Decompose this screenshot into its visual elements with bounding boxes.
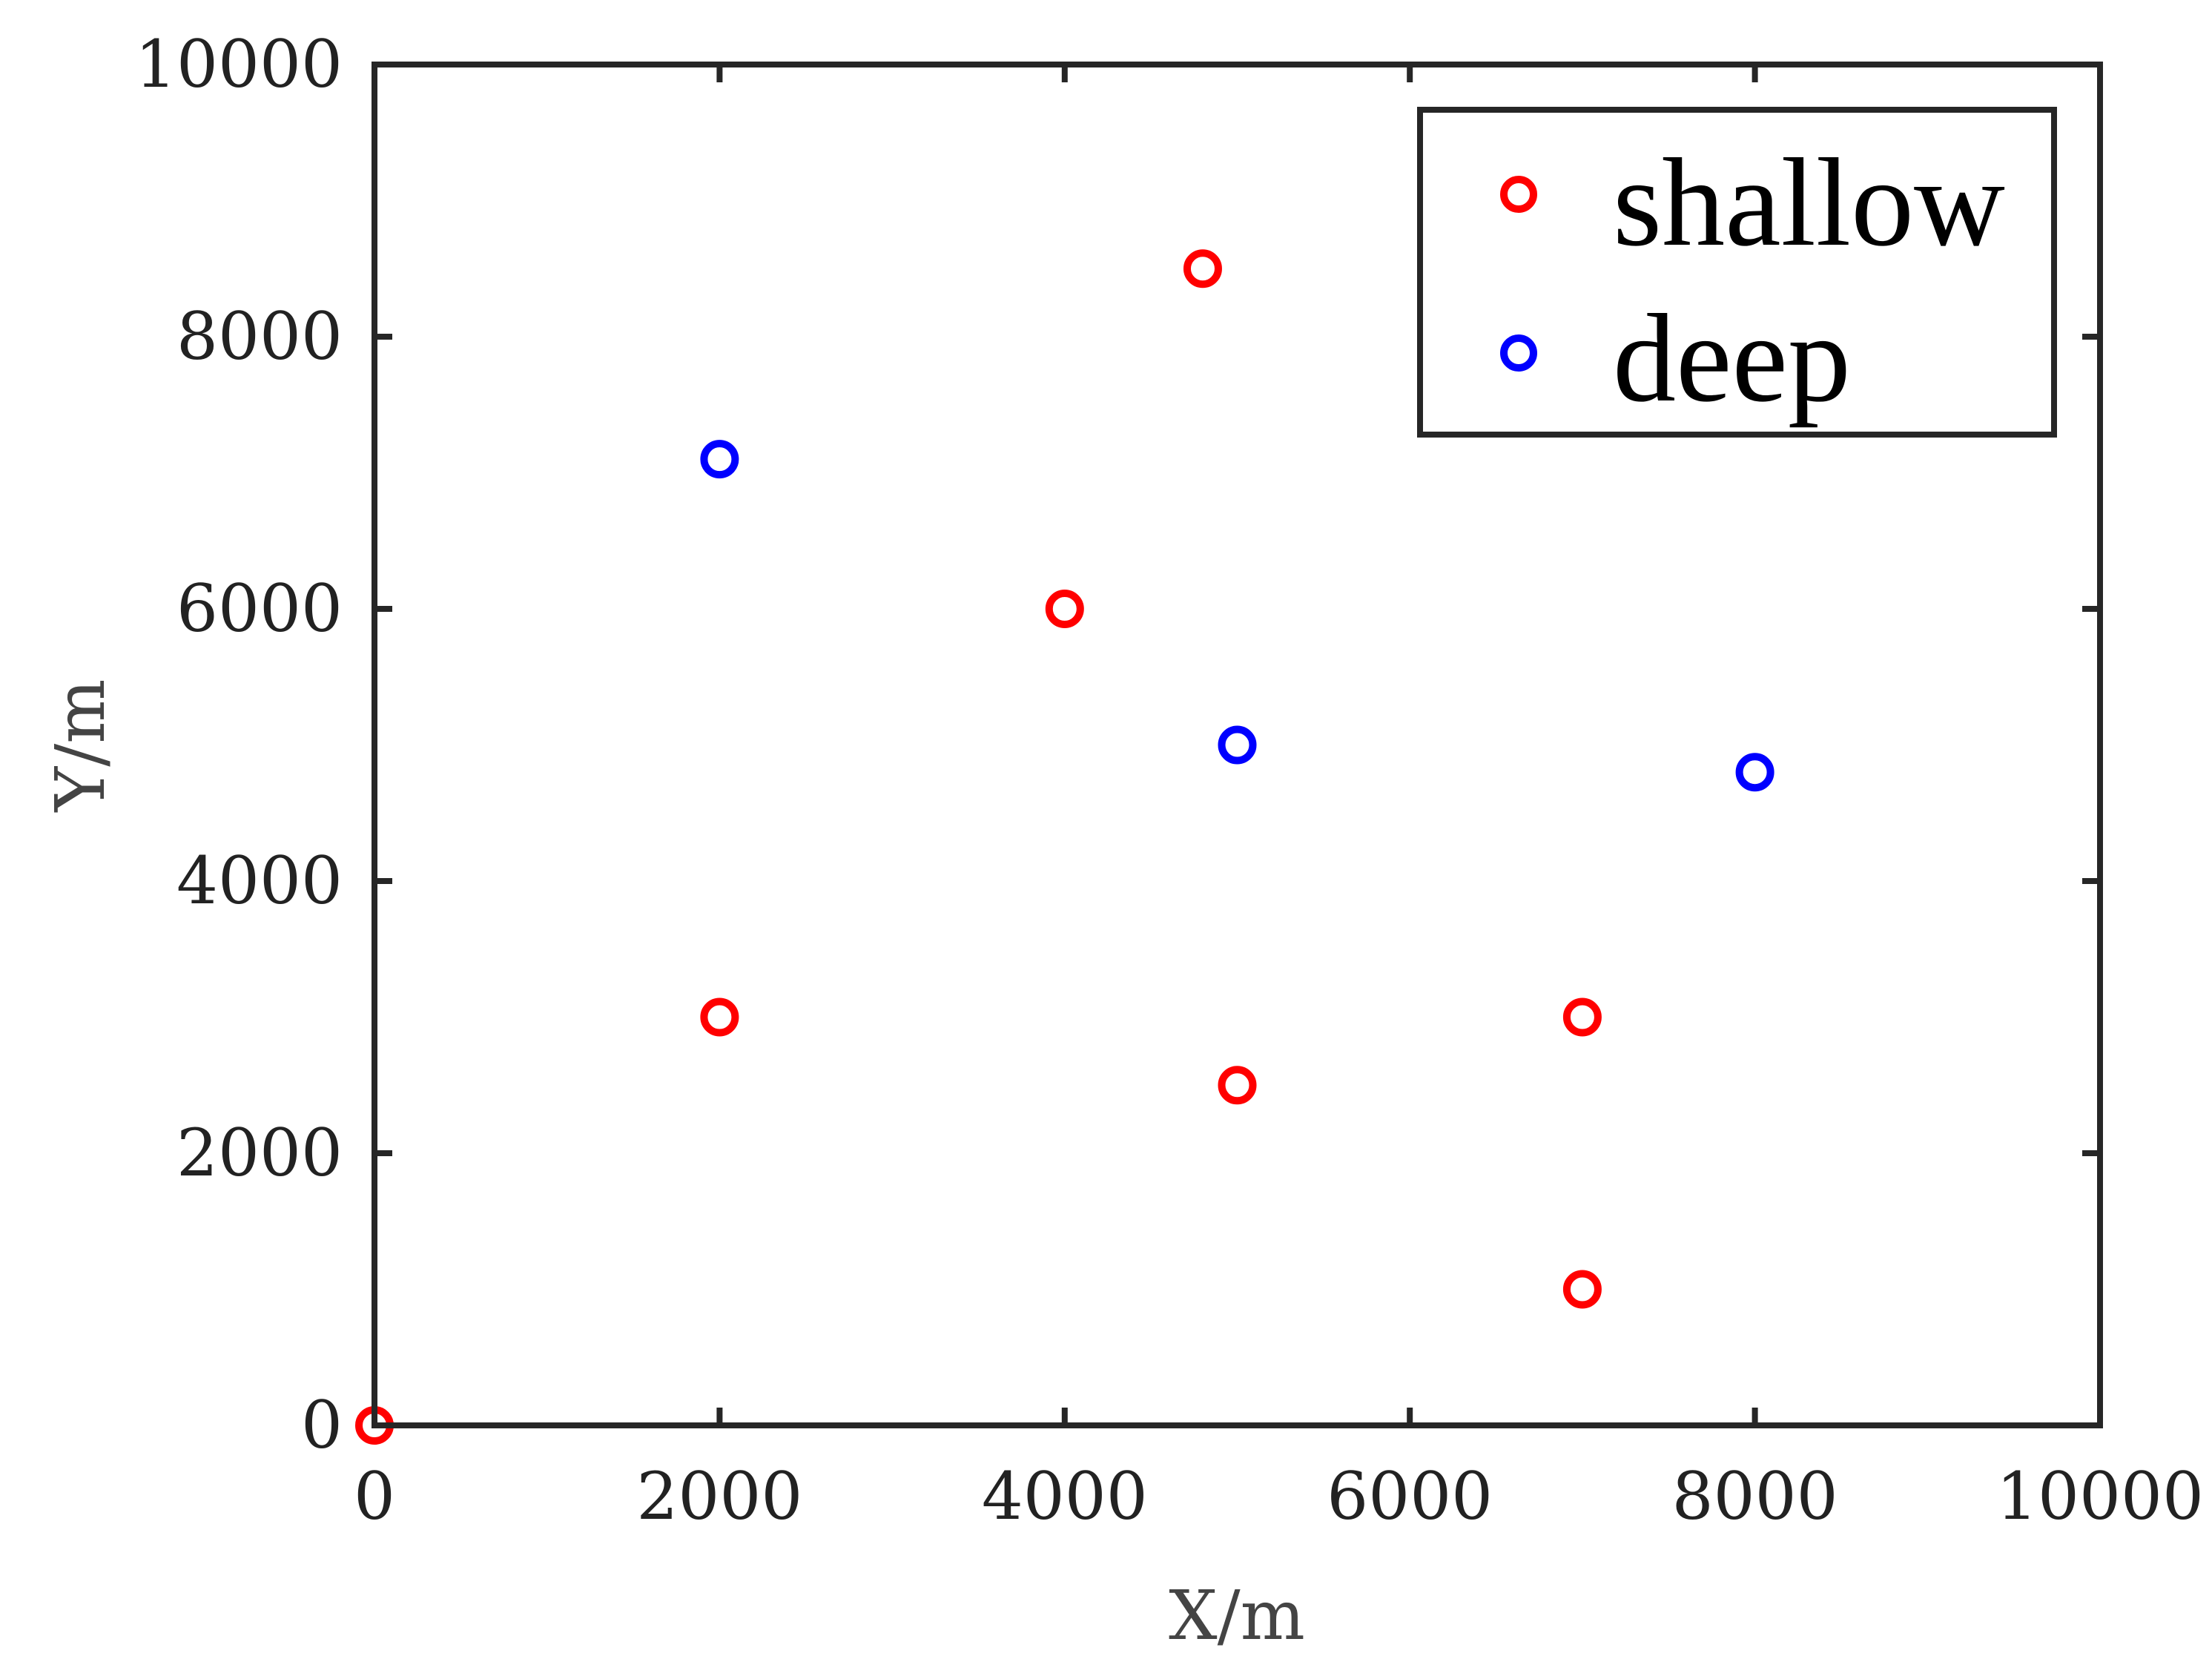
data-point-shallow [1045, 590, 1084, 628]
x-tick-label: 2000 [636, 1458, 802, 1534]
y-axis-title: Y/m [41, 679, 120, 814]
y-tick-label: 4000 [176, 842, 343, 919]
legend-label-deep: deep [1613, 288, 1851, 428]
y-tick-label: 6000 [176, 570, 343, 647]
data-point-deep [700, 440, 739, 479]
data-point-shallow [700, 997, 739, 1037]
legend-label-shallow: shallow [1613, 133, 2005, 272]
x-tick-label: 6000 [1327, 1458, 1493, 1534]
y-tick-label: 10000 [135, 26, 343, 102]
data-point-deep [1735, 753, 1774, 792]
legend-box [1417, 107, 2057, 438]
x-axis-title: X/m [1169, 1576, 1305, 1655]
data-point-deep [1218, 725, 1257, 765]
tick-labels: 0 2000 4000 6000 8000 10000 0 2000 4000 6000 8000 1… [135, 26, 2204, 1534]
y-tick-label: 2000 [176, 1115, 343, 1191]
plot-area-frame [372, 62, 2103, 1428]
x-tick-label: 8000 [1672, 1458, 1838, 1534]
x-tick-label: 10000 [1996, 1458, 2204, 1534]
x-tick-label: 4000 [982, 1458, 1148, 1534]
data-points [355, 249, 1774, 1445]
data-point-shallow [1218, 1066, 1257, 1105]
legend: shallow deep [1417, 107, 2057, 438]
data-point-shallow [1183, 249, 1222, 288]
y-tick-label: 8000 [176, 298, 343, 375]
legend-marker-deep [1500, 334, 1537, 372]
legend-marker-shallow [1500, 176, 1537, 213]
data-point-shallow [1562, 997, 1602, 1037]
data-point-shallow [1562, 1270, 1602, 1309]
y-tick-label: 0 [301, 1387, 343, 1463]
x-tick-label: 0 [354, 1458, 395, 1534]
